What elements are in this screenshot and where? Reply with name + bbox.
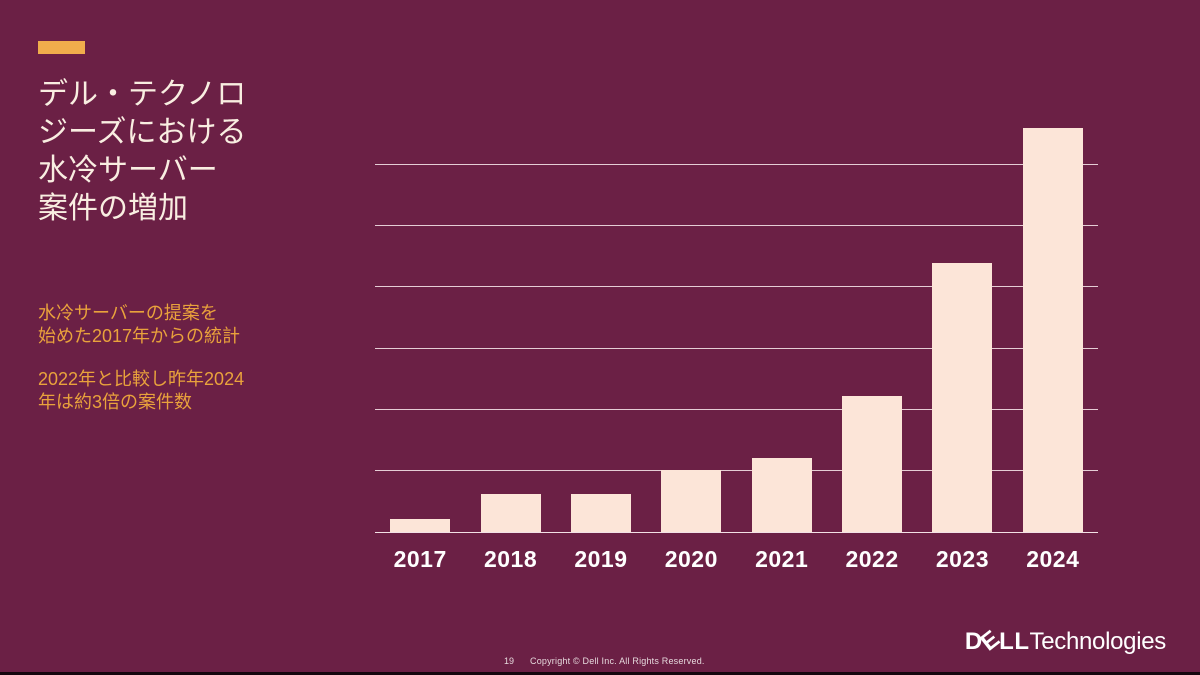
subtitle-stats-since-2017: 水冷サーバーの提案を 始めた2017年からの統計 (38, 303, 241, 346)
gridline (375, 408, 1098, 410)
bar-2023 (932, 262, 993, 532)
copyright-text: Copyright © Dell Inc. All Rights Reserve… (530, 656, 705, 666)
x-tick-label-2017: 2017 (393, 546, 447, 572)
dell-wordmark: DELL (964, 625, 1030, 656)
page-number: 19 (504, 656, 515, 666)
x-tick-label-2020: 2020 (664, 546, 718, 572)
subtitle-3x-comparison: 2022年と比較し昨年2024 年は約3倍の案件数 (38, 369, 245, 412)
slide-title: デル・テクノロ ジーズにおける 水冷サーバー 案件の増加 (38, 78, 247, 225)
dell-logo-letters-ll: LL (999, 628, 1030, 655)
bar-2020 (661, 470, 722, 532)
bar-2022 (842, 396, 903, 532)
bar-2019 (570, 494, 631, 532)
gridline (375, 469, 1098, 471)
gridline (375, 225, 1098, 227)
bar-2021 (751, 458, 812, 532)
gridline (375, 286, 1098, 288)
bar-2024 (1022, 127, 1083, 532)
x-tick-label-2024: 2024 (1026, 546, 1080, 572)
bar-2018 (480, 494, 541, 532)
dell-logo-letter-d: D (964, 628, 983, 655)
bar-chart: 2017 2018 2019 2020 2021 2022 2023 2024 (375, 104, 1098, 572)
x-tick-label-2019: 2019 (574, 546, 628, 572)
bar-2017 (390, 519, 451, 532)
x-tick-label-2021: 2021 (755, 546, 809, 572)
bottom-edge-strip (0, 672, 1200, 675)
x-tick-label-2022: 2022 (845, 546, 899, 572)
dell-technologies-logo: DELLTechnologies (964, 625, 1167, 656)
gridline (375, 164, 1098, 166)
gridline (375, 347, 1098, 349)
x-tick-label-2018: 2018 (483, 546, 538, 572)
x-axis-line (375, 531, 1098, 533)
title-accent-bar (38, 41, 85, 54)
x-tick-label-2023: 2023 (935, 546, 990, 572)
technologies-wordmark: Technologies (1029, 628, 1167, 655)
